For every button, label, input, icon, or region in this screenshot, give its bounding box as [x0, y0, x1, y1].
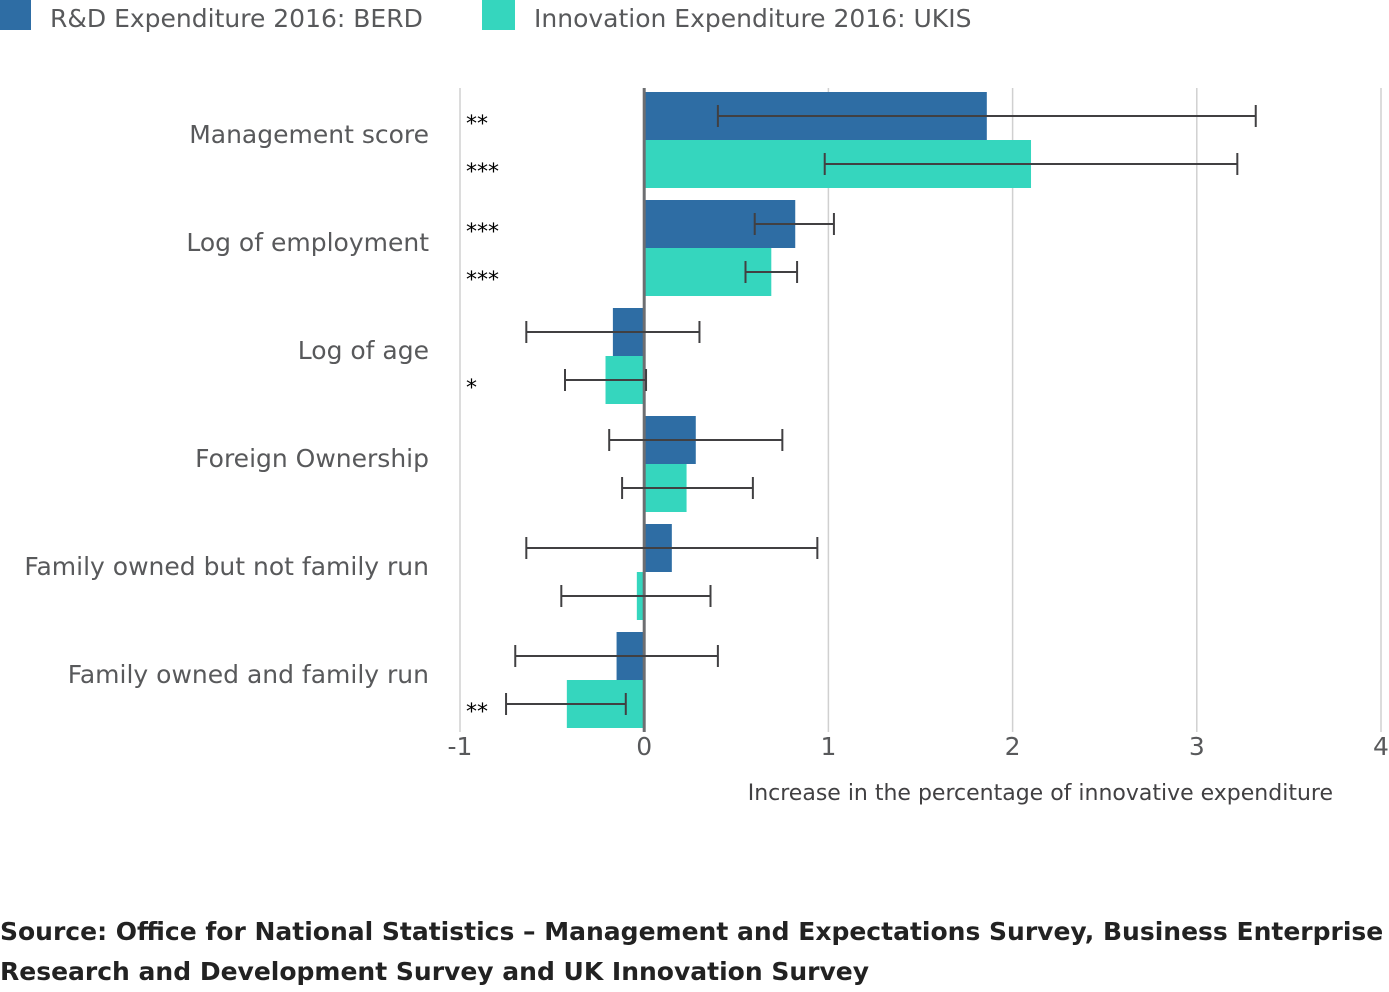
x-tick-label: 1 [820, 732, 836, 761]
x-axis-title: Increase in the percentage of innovative… [748, 781, 1333, 806]
x-tick-label: -1 [448, 732, 473, 761]
category-label: Management score [189, 120, 429, 149]
category-label: Log of age [298, 336, 429, 365]
category-label: Family owned and family run [68, 660, 429, 689]
significance-marker: ** [466, 700, 488, 725]
significance-marker: *** [466, 220, 499, 245]
significance-marker: *** [466, 268, 499, 293]
x-tick-label: 3 [1189, 732, 1205, 761]
significance-marker: ** [466, 112, 488, 137]
significance-marker: * [466, 376, 477, 401]
legend-label-berd: R&D Expenditure 2016: BERD [50, 4, 423, 33]
x-tick-label: 4 [1373, 732, 1389, 761]
x-tick-label: 2 [1005, 732, 1021, 761]
x-tick-label: 0 [636, 732, 652, 761]
legend-swatch-berd [0, 0, 31, 30]
significance-marker: *** [466, 160, 499, 185]
category-label: Foreign Ownership [195, 444, 429, 473]
source-note: Source: Office for National Statistics –… [0, 917, 1384, 986]
chart-plot: -1 0 1 2 3 4 Management score Log of employment… [24, 88, 1389, 806]
legend-swatch-ukis [482, 0, 515, 30]
legend-label-ukis: Innovation Expenditure 2016: UKIS [534, 4, 972, 33]
category-label: Family owned but not family run [24, 552, 429, 581]
category-label: Log of employment [186, 228, 429, 257]
